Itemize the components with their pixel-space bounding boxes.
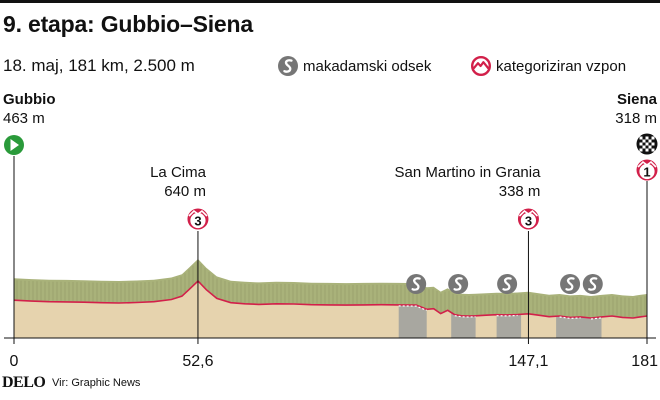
x-tick-label: 52,6: [182, 353, 213, 370]
gravel-route-accent: [454, 315, 476, 318]
gravel-section-fill: [556, 316, 584, 338]
x-tick-label: 0: [10, 353, 19, 370]
category-badge-inner: [190, 212, 206, 229]
finish-name: Siena: [616, 91, 657, 108]
category-badge-inner: [639, 163, 655, 180]
gravel-route-accent: [398, 305, 427, 311]
legend-climb-label: kategoriziran vzpon: [496, 57, 627, 75]
checkered-square: [651, 136, 655, 140]
mountain-icon: [518, 209, 539, 217]
checkered-square: [651, 148, 655, 152]
mountain-icon: [471, 56, 491, 76]
checkered-square: [645, 136, 649, 140]
gravel-section-fill: [398, 304, 427, 338]
gravel-marker-icon: [497, 274, 518, 294]
gravel-marker-icon: [406, 274, 427, 294]
legend-gravel: makadamski odsek: [278, 56, 431, 76]
gravel-marker-icon: [448, 274, 469, 294]
gravel-marker-icon: [582, 274, 603, 294]
climb-elevation: 338 m: [499, 183, 541, 200]
checkered-square: [639, 136, 643, 140]
gravel-s-curve: [502, 277, 512, 291]
category-label: 3: [525, 214, 532, 229]
climb-elevation: 640 m: [164, 183, 206, 200]
checkered-flag-icon: [636, 133, 658, 155]
delo-logo: DELO: [2, 374, 46, 391]
gravel-route-accent: [590, 317, 602, 320]
stage-title: 9. etapa: Gubbio–Siena: [3, 11, 253, 37]
legend-gravel-label: makadamski odsek: [303, 57, 432, 75]
mountain-icon: [188, 209, 208, 217]
climb-category-badge: 3: [187, 208, 209, 230]
checkered-square: [645, 142, 649, 146]
gravel-s-curve: [453, 277, 463, 291]
gravel-route-accent: [559, 316, 581, 320]
profile-front-face: [14, 281, 647, 338]
checkered-square: [648, 139, 652, 143]
climb-category-badge: 3: [517, 208, 539, 230]
start-elevation: 463 m: [3, 110, 45, 127]
play-icon: [10, 139, 19, 151]
finish-category-badge: 1: [636, 159, 658, 181]
gravel-icon: [278, 56, 298, 76]
finish-label: Siena 318 m: [615, 90, 657, 128]
gravel-s-curve: [565, 277, 575, 291]
profile-ridge-texture: [16, 261, 646, 317]
category-label: 1: [643, 165, 650, 180]
start-name: Gubbio: [3, 91, 56, 108]
checkered-square: [651, 142, 655, 146]
top-rule: [0, 0, 660, 3]
source-credit: Vir: Graphic News: [52, 377, 141, 389]
checkered-square: [639, 142, 643, 146]
gravel-s-curve: [411, 277, 421, 291]
finish-elevation: 318 m: [615, 110, 657, 127]
category-badge-inner: [520, 212, 537, 229]
gravel-s-curve: [588, 277, 598, 291]
legend-climb: kategoriziran vzpon: [471, 56, 626, 76]
checkered-square: [645, 148, 649, 152]
stage-subtitle: 18. maj, 181 km, 2.500 m: [3, 56, 195, 75]
checkered-square: [648, 145, 652, 149]
route-line: [13, 279, 648, 319]
start-label: Gubbio 463 m: [3, 90, 56, 128]
gravel-section-fill: [496, 314, 522, 338]
gravel-section-fill: [451, 312, 476, 338]
mountain-icon: [637, 160, 657, 168]
gravel-section-fill: [584, 316, 602, 338]
x-tick-label: 181: [631, 353, 658, 370]
climb-name: San Martino in Grania: [395, 164, 542, 181]
checkered-square: [639, 148, 643, 152]
x-tick-label: 147,1: [508, 353, 548, 370]
checkered-square: [642, 145, 646, 149]
category-label: 3: [194, 214, 201, 229]
checkered-square: [642, 139, 646, 143]
climb-name: La Cima: [150, 164, 207, 181]
gravel-marker-icon: [560, 274, 581, 294]
